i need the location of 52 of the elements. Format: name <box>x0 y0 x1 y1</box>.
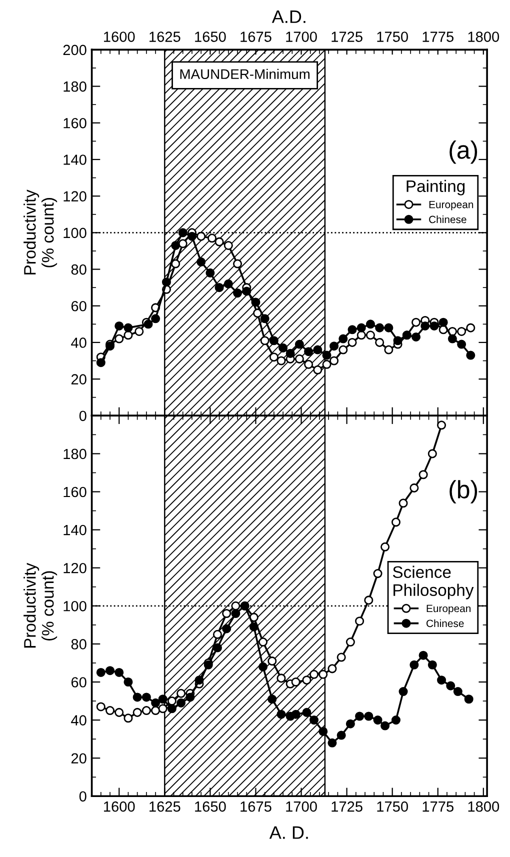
x2-tick-label: 1700 <box>286 32 317 42</box>
x2-axis-title: A.D. <box>272 10 306 23</box>
y-tick-label: 160 <box>64 118 86 128</box>
x-tick-label: 1675 <box>240 801 272 812</box>
x-tick-label: 1700 <box>286 801 317 812</box>
y-tick-label: 60 <box>71 300 86 312</box>
y-tick-label: 80 <box>71 639 86 650</box>
y-tick-label: 160 <box>64 486 86 498</box>
y-tick-label: 120 <box>64 562 86 574</box>
x2-tick-label: 1725 <box>332 32 362 42</box>
x-tick-label: 1725 <box>332 801 362 812</box>
y-tick-label: 100 <box>64 601 86 612</box>
annotation: (b) <box>450 480 478 504</box>
band-label: MAUNDER-Minimum <box>180 68 310 80</box>
y-tick-label: 40 <box>71 715 86 726</box>
y-tick-label: 40 <box>71 338 86 348</box>
y-tick-label: 120 <box>64 191 86 202</box>
x2-tick-label: 1600 <box>104 32 135 42</box>
x-tick-label: 1750 <box>377 801 408 812</box>
y-tick-label: 0 <box>79 791 86 802</box>
legend-title: Science Philosophy <box>392 566 474 600</box>
legend-label: European <box>426 604 470 614</box>
y-tick-label: 100 <box>64 228 86 238</box>
y-tick-label: 20 <box>71 374 86 384</box>
annotation: (a) <box>450 140 478 164</box>
y-tick-label: 60 <box>71 677 86 688</box>
y-tick-label: 200 <box>63 44 86 56</box>
y-tick-label: 140 <box>64 154 86 165</box>
x2-tick-label: 1675 <box>240 32 272 42</box>
x-tick-label: 1600 <box>104 801 135 812</box>
y-tick-label: 0 <box>79 410 86 422</box>
x2-tick-label: 1650 <box>195 32 226 42</box>
legend-title: Painting <box>406 180 465 196</box>
y-axis-title: Productivity (% count) <box>24 562 58 648</box>
legend-label: Chinese <box>429 216 466 224</box>
x-tick-label: 1650 <box>195 801 226 812</box>
x-tick-label: 1775 <box>422 802 454 812</box>
y-tick-label: 80 <box>71 264 86 275</box>
x2-tick-label: 1625 <box>150 32 180 42</box>
x2-tick-label: 1775 <box>422 32 454 42</box>
x-axis-title: A. D. <box>269 826 308 839</box>
x2-tick-label: 1750 <box>377 32 408 42</box>
legend-label: European <box>429 200 474 210</box>
y-axis-title: Productivity (% count) <box>24 190 58 274</box>
x-tick-label: 1625 <box>150 801 180 812</box>
x-tick-label: 1800 <box>468 801 500 812</box>
y-tick-label: 180 <box>64 81 86 92</box>
legend-label: Chinese <box>426 619 464 628</box>
y-tick-label: 20 <box>71 753 86 764</box>
y-tick-label: 140 <box>64 524 86 536</box>
y-tick-label: 180 <box>64 448 86 460</box>
x2-tick-label: 1800 <box>468 32 500 42</box>
